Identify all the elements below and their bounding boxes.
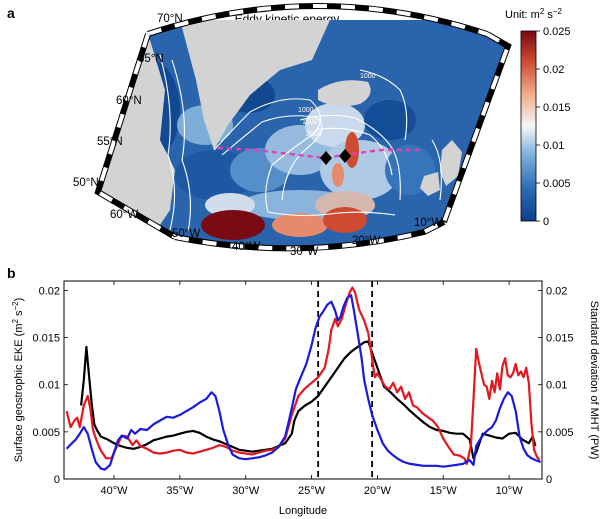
map-frame	[94, 3, 512, 252]
section-line	[217, 146, 420, 160]
series-line-1	[80, 340, 537, 460]
colorbar-tick-label: 0.025	[543, 26, 571, 38]
panel-b-label: b	[7, 265, 16, 281]
lon-label-40w: 40°W	[232, 241, 260, 253]
graticule-labels: 70°N 65°N 60°N 55°N 50°N 60°W 50°W 40°W …	[73, 13, 442, 258]
colorbar-gradient	[520, 30, 537, 222]
iceland-land	[318, 80, 371, 107]
lat-label-50n: 50°N	[73, 177, 99, 189]
series-line-2	[65, 286, 541, 465]
right-y-tick-label: 0.015	[546, 333, 574, 345]
colorbar-ticks: 0.025 0.02 0.015 0.01 0.005 0	[536, 26, 571, 228]
map-panel: a Eddy kinetic energy	[7, 3, 571, 258]
right-y-axis-label: Standard deviation of MHT (PW)	[588, 301, 600, 460]
colorbar: Unit: m2 s−2 0.025 0.02 0.015 0.01 0.005 0	[505, 7, 571, 228]
panel-a-label: a	[7, 5, 15, 21]
colorbar-tick-label: 0	[543, 216, 549, 228]
contour-label-1500: 1500	[302, 119, 318, 126]
lon-label-60w: 60°W	[110, 209, 138, 221]
bathymetry-contours	[159, 54, 442, 233]
left-y-tick-label: 0.01	[39, 380, 60, 392]
colorbar-unit: Unit: m2 s−2	[505, 7, 563, 21]
contour-label-2000: 2000	[306, 131, 322, 138]
left-y-tick-label: 0.005	[32, 427, 60, 439]
left-y-tick-label: 0.02	[39, 285, 60, 297]
reference-lines	[317, 281, 374, 479]
mooring-marker-west	[320, 151, 332, 165]
lat-label-55n: 55°N	[97, 136, 123, 148]
x-tick-label: 40°W	[101, 485, 129, 497]
mooring-marker-east	[339, 149, 351, 163]
ireland-land	[420, 172, 440, 196]
lon-label-10w: 10°W	[414, 217, 442, 229]
series-lines	[65, 286, 542, 471]
lon-label-30w: 30°W	[290, 246, 318, 258]
scotland-land	[440, 140, 462, 186]
lat-label-60n: 60°N	[116, 95, 142, 107]
chart-panel: b 40°W 35°W 30°W 25°W 20°W 15°W 10°W 0 0.005 0.0…	[7, 265, 600, 517]
right-y-tick-label: 0	[546, 474, 552, 486]
x-tick-label: 30°W	[232, 485, 260, 497]
x-tick-label: 35°W	[166, 485, 194, 497]
right-y-axis-ticks: 0 0.005 0.01 0.015 0.02	[538, 285, 574, 486]
x-tick-label: 10°W	[496, 485, 524, 497]
left-y-axis-ticks: 0 0.005 0.01 0.015 0.02	[32, 285, 68, 486]
greenland-land	[180, 20, 330, 150]
contour-label-1000: 1000	[360, 73, 376, 80]
plot-area-frame	[63, 280, 543, 480]
colorbar-tick-label: 0.015	[543, 102, 571, 114]
colorbar-tick-label: 0.005	[543, 178, 571, 190]
land	[98, 20, 462, 240]
right-y-tick-label: 0.01	[546, 380, 567, 392]
left-y-axis-label: Surface geostrophic EKE (m2 s−2)	[11, 298, 25, 463]
lat-label-70n: 70°N	[157, 13, 183, 25]
right-y-tick-label: 0.005	[546, 427, 574, 439]
x-axis-ticks: 40°W 35°W 30°W 25°W 20°W 15°W 10°W	[101, 281, 524, 497]
x-axis-label: Longitude	[279, 505, 327, 517]
left-y-tick-label: 0.015	[32, 333, 60, 345]
left-y-tick-label: 0	[54, 474, 60, 486]
x-tick-label: 20°W	[364, 485, 392, 497]
lat-label-65n: 65°N	[138, 53, 164, 65]
contour-labels: 1000 1000 1500 2000	[298, 73, 376, 138]
lon-label-20w: 20°W	[352, 235, 380, 247]
x-tick-label: 25°W	[298, 485, 326, 497]
series-line-3	[65, 294, 542, 471]
x-tick-label: 15°W	[430, 485, 458, 497]
contour-label-1000-b: 1000	[298, 107, 314, 114]
lon-label-50w: 50°W	[172, 228, 200, 240]
right-y-tick-label: 0.02	[546, 285, 567, 297]
colorbar-tick-label: 0.02	[543, 64, 564, 76]
colorbar-tick-label: 0.01	[543, 140, 564, 152]
